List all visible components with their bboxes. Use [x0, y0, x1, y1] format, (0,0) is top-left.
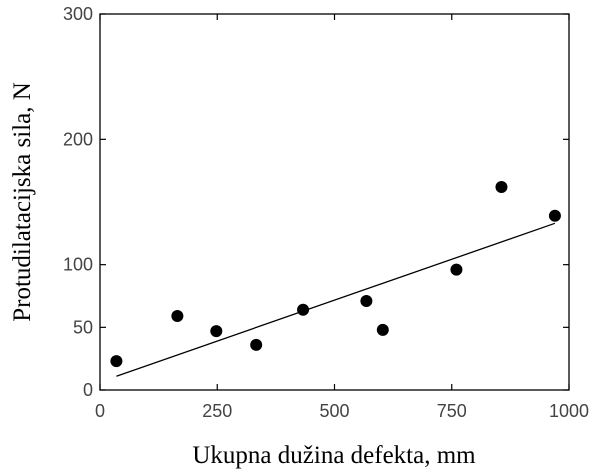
data-point — [297, 303, 310, 316]
data-point — [210, 325, 223, 338]
x-tick-label: 1000 — [549, 401, 589, 421]
data-point — [360, 295, 373, 308]
trend-line — [116, 222, 556, 377]
tick-marks — [99, 13, 570, 391]
tick-labels: 0 250 500 750 1000 0 50 100 200 300 — [63, 4, 589, 421]
y-tick-label: 50 — [73, 317, 93, 337]
x-tick-label: 500 — [319, 401, 349, 421]
x-tick-label: 0 — [95, 401, 105, 421]
y-tick-label: 100 — [63, 255, 93, 275]
data-point — [250, 338, 263, 351]
y-tick-label: 200 — [63, 129, 93, 149]
data-point — [548, 209, 561, 222]
data-point — [110, 355, 123, 368]
data-point — [450, 263, 463, 276]
data-point — [495, 180, 508, 193]
data-point — [171, 310, 184, 323]
x-tick-label: 250 — [202, 401, 232, 421]
y-tick-label: 0 — [83, 380, 93, 400]
data-points — [110, 180, 561, 368]
plot-frame — [99, 13, 570, 391]
y-axis-title: Protudilatacijska sila, N — [9, 82, 36, 322]
y-tick-label: 300 — [63, 4, 93, 24]
x-tick-label: 750 — [437, 401, 467, 421]
data-point — [376, 323, 389, 336]
x-axis-title: Ukupna dužina defekta, mm — [192, 442, 476, 469]
